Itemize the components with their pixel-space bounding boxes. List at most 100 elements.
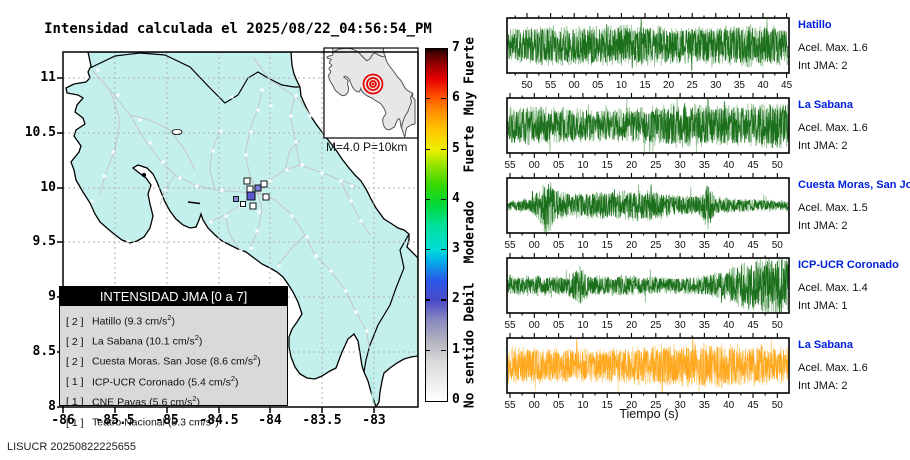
colorbar-tick xyxy=(441,249,446,251)
legend-item-name: La Sabana (10.1 cm/s xyxy=(92,335,195,348)
seismogram-tick-label: 25 xyxy=(650,160,662,171)
seismogram-tick-label: 45 xyxy=(747,160,759,171)
seismogram-tick-label: 20 xyxy=(663,80,675,91)
station-dot xyxy=(111,150,115,154)
intensity-station-marker xyxy=(246,185,254,193)
seismogram-tick-label: 05 xyxy=(553,400,565,411)
seismogram-tick-label: 00 xyxy=(529,240,541,251)
station-dot xyxy=(96,68,100,72)
colorbar-tick-label: 6 xyxy=(452,90,460,106)
station-dot xyxy=(314,254,318,258)
seismogram-panel: 55 00 05 10 15 20 25 30 35 40 45 50 xyxy=(504,333,790,411)
map-frame xyxy=(62,51,419,408)
seismogram-frame xyxy=(506,257,790,314)
intensity-station-marker xyxy=(233,196,239,202)
seismogram-tick-label: 25 xyxy=(650,320,662,331)
x-axis-label: -85 xyxy=(155,413,179,428)
seismogram-tick-label: 45 xyxy=(747,320,759,331)
y-axis-label: 10.5 xyxy=(24,125,56,140)
colorbar-tick xyxy=(425,98,430,100)
station-dot xyxy=(268,179,272,183)
station-dot xyxy=(161,160,165,164)
station-dot xyxy=(255,229,259,233)
seismogram-tick-label: 30 xyxy=(675,160,687,171)
seismogram-tick-label: 55 xyxy=(545,80,557,91)
station-dot xyxy=(294,140,298,144)
station-dot xyxy=(277,264,281,268)
station-dot xyxy=(244,153,248,157)
colorbar-tick xyxy=(441,299,446,301)
waveform-trace xyxy=(507,258,789,313)
legend-item: [ 2 ] La Sabana (10.1 cm/s2) xyxy=(66,330,281,350)
colorbar-tick-label: 5 xyxy=(452,140,460,156)
station-dot xyxy=(339,179,343,183)
x-axis-label: -83.5 xyxy=(302,413,342,428)
epicenter-station-markers xyxy=(233,177,270,210)
intensity-station-marker xyxy=(243,177,251,185)
intensity-station-marker xyxy=(262,193,270,201)
colorbar-tick xyxy=(441,349,446,351)
legend-item: [ 1 ] ICP-UCR Coronado (5.4 cm/s2) xyxy=(66,371,281,391)
station-dot xyxy=(102,174,106,178)
seismogram-tick-label: 35 xyxy=(734,80,746,91)
seismogram-frame xyxy=(506,97,790,154)
seismogram-tick-label: 50 xyxy=(772,400,784,411)
road xyxy=(129,114,196,171)
station-dot xyxy=(224,214,228,218)
station-dot xyxy=(257,210,261,214)
station-dot xyxy=(211,149,215,153)
seismogram-int-jma: Int JMA: 2 xyxy=(798,140,848,152)
station-dot xyxy=(148,141,152,145)
seismogram-tick-label: 45 xyxy=(781,80,793,91)
station-dots xyxy=(90,68,369,333)
station-dot xyxy=(138,118,142,122)
seismogram-int-jma: Int JMA: 1 xyxy=(798,300,848,312)
colorbar-tick-label: 1 xyxy=(452,341,460,357)
legend-item-name: Hatillo (9.3 cm/s xyxy=(92,315,168,328)
station-dot xyxy=(359,219,363,223)
seismogram-tick-label: 50 xyxy=(521,80,533,91)
waveform-trace xyxy=(507,98,789,153)
seismogram-tick-label: 55 xyxy=(504,400,516,411)
station-dot xyxy=(285,168,289,172)
legend-item: [ 2 ] Hatillo (9.3 cm/s2) xyxy=(66,310,281,330)
legend-rows: [ 2 ] Hatillo (9.3 cm/s2)[ 2 ] La Sabana (… xyxy=(60,306,287,431)
seismogram-accel-max: Acel. Max. 1.5 xyxy=(798,202,868,214)
station-dot xyxy=(256,108,260,112)
station-dot xyxy=(305,235,309,239)
road xyxy=(277,234,306,266)
seismogram-tick-label: 25 xyxy=(650,400,662,411)
seismogram-accel-max: Acel. Max. 1.6 xyxy=(798,362,868,374)
seismogram-tick-label: 00 xyxy=(529,160,541,171)
seismogram-tick-label: 35 xyxy=(699,240,711,251)
seismogram-station-name: ICP-UCR Coronado xyxy=(798,259,899,271)
legend-item-intensity: [ 2 ] xyxy=(66,315,84,328)
station-dot xyxy=(350,184,354,188)
station-dot xyxy=(294,94,298,98)
seismogram-station-name: La Sabana xyxy=(798,99,854,111)
seismogram-int-jma: Int JMA: 2 xyxy=(798,220,848,232)
y-axis-label: 9 xyxy=(48,289,56,304)
seismogram-tick-label: 10 xyxy=(577,400,589,411)
waveform-trace xyxy=(507,18,789,71)
colorbar-tick-label: 7 xyxy=(452,40,460,55)
station-dot xyxy=(116,93,120,97)
road xyxy=(224,214,241,251)
legend-item-name: CNE Pavas (5.6 cm/s xyxy=(92,396,193,409)
station-dot xyxy=(230,95,234,99)
seismogram-tick-label: 20 xyxy=(626,400,638,411)
colorbar-tick-label: 2 xyxy=(452,291,460,307)
inset-locator-map xyxy=(324,48,418,138)
intensity-colorbar xyxy=(425,48,448,402)
seismogram-tick-label: 25 xyxy=(687,80,699,91)
colorbar-category-label: Moderado xyxy=(462,200,478,263)
seismogram-tick-label: 30 xyxy=(710,80,722,91)
station-dot xyxy=(260,88,264,92)
station-dot xyxy=(349,199,353,203)
seismogram-tick-label: 35 xyxy=(699,320,711,331)
road xyxy=(209,129,221,191)
seismogram-tick-label: 50 xyxy=(772,240,784,251)
magnitude-depth-label: M=4.0 P=10km xyxy=(326,140,408,154)
station-dot xyxy=(308,114,312,118)
colorbar-tick xyxy=(425,148,430,150)
